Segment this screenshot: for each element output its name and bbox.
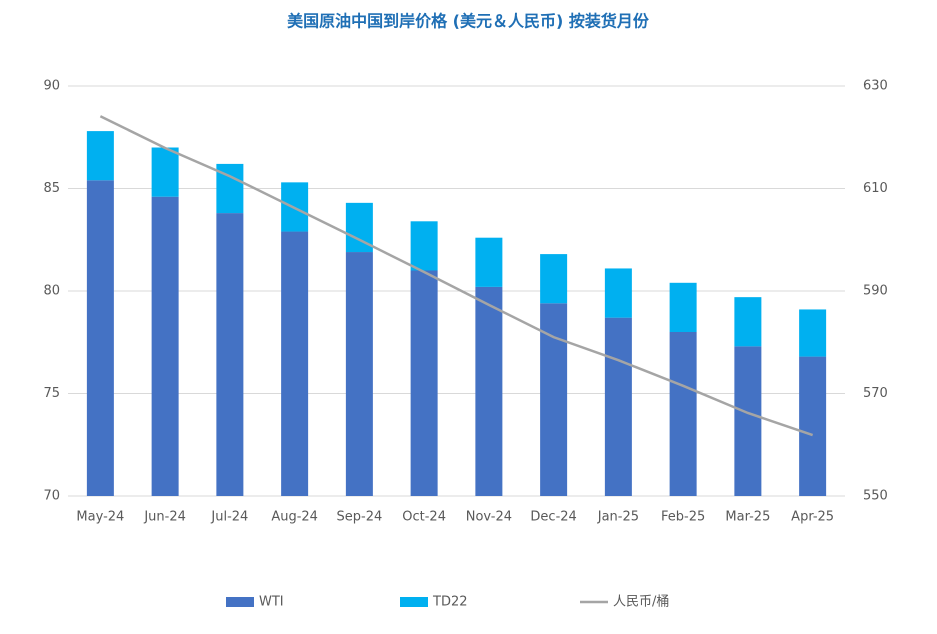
bar: [669, 282, 697, 332]
x-tick-label: Jan-25: [597, 510, 639, 525]
bar: [669, 332, 697, 496]
bar: [410, 221, 438, 271]
x-tick-label: Aug-24: [271, 510, 318, 525]
x-tick-label: Jul-24: [210, 510, 248, 525]
y2-tick-label: 550: [863, 489, 888, 504]
legend-swatch: [226, 597, 254, 607]
bar: [151, 196, 179, 496]
chart-title: 美国原油中国到岸价格 (美元＆人民币) 按装货月份: [287, 12, 650, 31]
bar: [475, 237, 503, 287]
x-tick-label: Mar-25: [725, 510, 770, 525]
bar: [345, 252, 373, 496]
bar: [540, 303, 568, 496]
bar: [799, 309, 827, 357]
y-tick-label: 75: [43, 386, 60, 401]
y-tick-label: 85: [43, 181, 60, 196]
bar: [540, 254, 568, 304]
x-tick-label: Nov-24: [466, 510, 512, 525]
legend-label: TD22: [432, 595, 468, 610]
x-tick-label: Apr-25: [791, 510, 834, 525]
bar: [475, 286, 503, 496]
x-tick-label: Sep-24: [337, 510, 383, 525]
bar: [604, 268, 632, 318]
bar: [734, 346, 762, 496]
y2-tick-label: 610: [863, 181, 888, 196]
x-tick-label: Dec-24: [530, 510, 576, 525]
y2-tick-label: 570: [863, 386, 888, 401]
x-tick-label: Oct-24: [402, 510, 446, 525]
legend-label: 人民币/桶: [613, 595, 669, 610]
bar: [734, 297, 762, 347]
bar: [410, 270, 438, 496]
y2-tick-label: 590: [863, 284, 888, 299]
x-tick-label: Feb-25: [661, 510, 705, 525]
y-tick-label: 90: [43, 79, 60, 94]
y2-tick-label: 630: [863, 79, 888, 94]
bar: [86, 131, 114, 181]
bar: [281, 231, 309, 497]
x-tick-label: Jun-24: [143, 510, 186, 525]
x-tick-label: May-24: [76, 510, 124, 525]
bar: [216, 213, 244, 496]
y-tick-label: 80: [43, 284, 60, 299]
legend-label: WTI: [259, 595, 284, 610]
bar: [151, 147, 179, 197]
y-tick-label: 70: [43, 489, 60, 504]
bar: [799, 356, 827, 496]
bar: [604, 317, 632, 496]
line: [99, 115, 814, 437]
legend-swatch: [400, 597, 428, 607]
bar: [86, 180, 114, 497]
